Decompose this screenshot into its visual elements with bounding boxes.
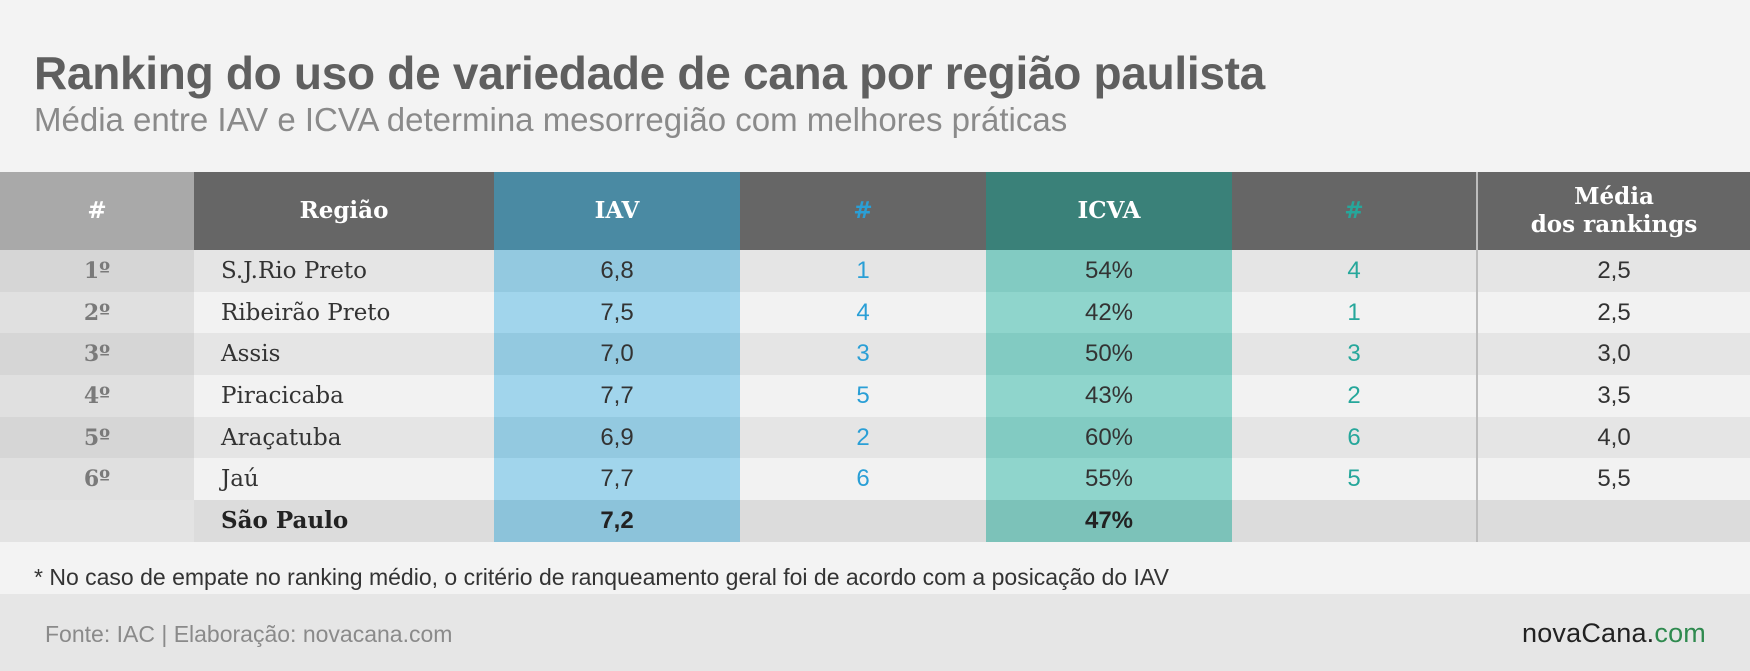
- cell-iav-rank: 5: [740, 375, 986, 417]
- cell-icva-rank: 3: [1232, 333, 1477, 376]
- cell-iav: 7,5: [494, 291, 740, 334]
- cell-icva: 60%: [986, 416, 1232, 459]
- cell-media: 5,5: [1476, 458, 1750, 501]
- cell-regiao: Piracicaba: [194, 375, 494, 417]
- table-total-row: São Paulo 7,2 47%: [0, 500, 1750, 542]
- cell-icva-rank: 1: [1232, 291, 1477, 334]
- chart-title: Ranking do uso de variedade de cana por …: [34, 47, 1265, 99]
- novacana-logo: novaCana.com: [1522, 618, 1706, 649]
- footer: Fonte: IAC | Elaboração: novacana.com no…: [0, 594, 1750, 671]
- cell-iav: 6,9: [494, 416, 740, 459]
- cell-rank: 4º: [0, 375, 194, 417]
- cell-media: 3,5: [1476, 375, 1750, 417]
- cell-regiao: S.J.Rio Preto: [194, 250, 494, 292]
- cell-icva-rank: 6: [1232, 416, 1477, 459]
- cell-icva: 42%: [986, 291, 1232, 334]
- cell-regiao: Assis: [194, 333, 494, 376]
- cell-icva: 54%: [986, 250, 1232, 292]
- table-header-row: # Região IAV # ICVA # Média dos rankings: [0, 172, 1750, 250]
- header-icva: ICVA: [986, 172, 1232, 250]
- chart-subtitle: Média entre IAV e ICVA determina mesorre…: [34, 101, 1068, 138]
- cell-rank: 6º: [0, 458, 194, 501]
- cell-media: 2,5: [1476, 250, 1750, 292]
- table-row: 2º Ribeirão Preto 7,5 4 42% 1 2,5: [0, 291, 1750, 334]
- header-media: Média dos rankings: [1476, 172, 1750, 250]
- cell-regiao: Jaú: [194, 458, 494, 501]
- cell-icva-rank: [1232, 500, 1477, 542]
- cell-icva: 55%: [986, 458, 1232, 501]
- cell-iav-rank: 6: [740, 458, 986, 501]
- cell-icva-rank: 5: [1232, 458, 1477, 501]
- cell-rank: [0, 500, 194, 542]
- cell-iav: 7,7: [494, 458, 740, 501]
- cell-rank: 3º: [0, 333, 194, 376]
- cell-iav: 6,8: [494, 250, 740, 292]
- header-iav: IAV: [494, 172, 740, 250]
- cell-icva: 43%: [986, 375, 1232, 417]
- source-text: Fonte: IAC | Elaboração: novacana.com: [45, 621, 453, 647]
- table-row: 5º Araçatuba 6,9 2 60% 6 4,0: [0, 416, 1750, 459]
- cell-iav: 7,7: [494, 375, 740, 417]
- cell-iav-rank: 2: [740, 416, 986, 459]
- cell-iav-rank: 3: [740, 333, 986, 376]
- cell-icva-rank: 2: [1232, 375, 1477, 417]
- table-row: 3º Assis 7,0 3 50% 3 3,0: [0, 333, 1750, 376]
- cell-iav-rank: 4: [740, 291, 986, 334]
- footnote: * No caso de empate no ranking médio, o …: [0, 544, 1750, 594]
- cell-media: 2,5: [1476, 291, 1750, 334]
- cell-media: 3,0: [1476, 333, 1750, 376]
- cell-icva: 47%: [986, 500, 1232, 542]
- cell-iav: 7,2: [494, 500, 740, 542]
- header-regiao: Região: [194, 172, 494, 250]
- cell-rank: 1º: [0, 250, 194, 292]
- cell-regiao: Araçatuba: [194, 416, 494, 459]
- header-icva-rank: #: [1232, 172, 1477, 250]
- table-row: 6º Jaú 7,7 6 55% 5 5,5: [0, 458, 1750, 501]
- cell-regiao: São Paulo: [194, 500, 494, 542]
- cell-media: 4,0: [1476, 416, 1750, 459]
- cell-rank: 2º: [0, 291, 194, 334]
- cell-iav-rank: [740, 500, 986, 542]
- cell-rank: 5º: [0, 416, 194, 459]
- header-rank: #: [0, 172, 194, 250]
- table-body: 1º S.J.Rio Preto 6,8 1 54% 4 2,5 2º Ribeirão Pre…: [0, 250, 1750, 542]
- table-row: 4º Piracicaba 7,7 5 43% 2 3,5: [0, 375, 1750, 417]
- cell-iav: 7,0: [494, 333, 740, 376]
- ranking-table: # Região IAV # ICVA # Média dos rankings…: [0, 172, 1750, 542]
- cell-regiao: Ribeirão Preto: [194, 291, 494, 334]
- cell-icva: 50%: [986, 333, 1232, 376]
- cell-icva-rank: 4: [1232, 250, 1477, 292]
- logo-text-main: novaCana.: [1521, 618, 1655, 648]
- logo-text-com: com: [1654, 618, 1706, 648]
- header-iav-rank: #: [740, 172, 986, 250]
- cell-iav-rank: 1: [740, 250, 986, 292]
- cell-media: [1476, 500, 1750, 542]
- table-row: 1º S.J.Rio Preto 6,8 1 54% 4 2,5: [0, 250, 1750, 292]
